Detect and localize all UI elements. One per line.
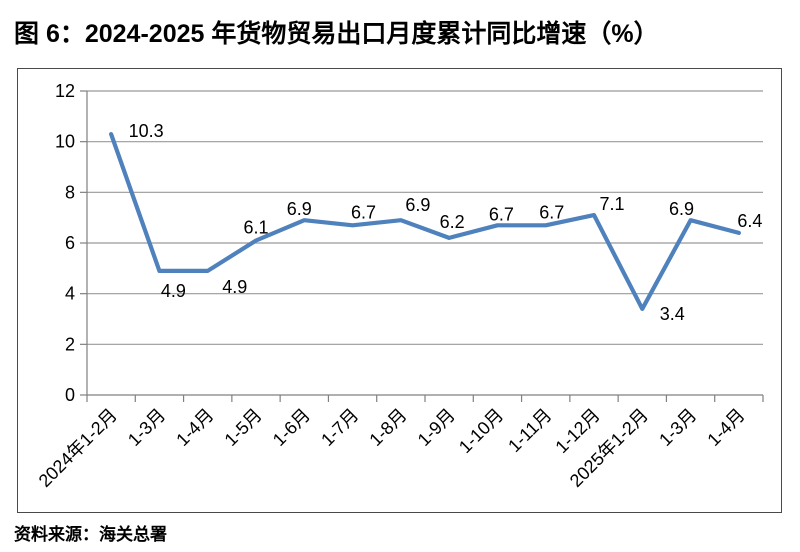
x-tick-label: 1-6月 [269, 405, 314, 450]
data-point-label: 6.7 [539, 202, 564, 222]
series-line [108, 131, 742, 311]
x-tick-label: 1-5月 [221, 405, 266, 450]
y-tick-label: 4 [65, 284, 75, 304]
x-tick-label: 1-10月 [455, 405, 507, 457]
y-tick-label: 0 [65, 385, 75, 405]
y-tick-label: 2 [65, 334, 75, 354]
data-point-label: 6.9 [287, 199, 312, 219]
x-tick-label: 1-4月 [172, 405, 217, 450]
data-point-label: 3.4 [660, 304, 685, 324]
y-tick-label: 8 [65, 182, 75, 202]
figure-title: 图 6：2024-2025 年货物贸易出口月度累计同比增速（%） [14, 20, 659, 48]
data-point-label: 10.3 [129, 121, 164, 141]
x-tick-label: 1-11月 [504, 405, 555, 456]
data-point-label: 7.1 [599, 194, 624, 214]
x-tick-label: 1-4月 [703, 405, 748, 450]
x-tick-label: 1-8月 [365, 405, 410, 450]
source-note: 资料来源：海关总署 [14, 525, 167, 544]
data-point-label: 6.1 [243, 217, 268, 237]
y-tick-label: 10 [55, 132, 75, 152]
data-point-label: 6.9 [669, 199, 694, 219]
data-point-label: 6.7 [489, 204, 514, 224]
x-tick-label: 2024年1-2月 [35, 405, 121, 491]
data-point-label: 6.9 [405, 195, 430, 215]
y-tick-label: 12 [55, 81, 75, 101]
x-tick-label: 1-9月 [414, 405, 459, 450]
data-point-label: 4.9 [161, 281, 186, 301]
data-point-label: 4.9 [222, 277, 247, 297]
y-tick-label: 6 [65, 233, 75, 253]
x-tick-label: 1-3月 [655, 405, 700, 450]
data-point-label: 6.2 [440, 212, 465, 232]
x-tick-label: 1-3月 [124, 405, 169, 450]
data-point-label: 6.4 [737, 211, 762, 231]
chart-frame: 0 2 4 6 8 10 12 2024年1-2月 1-3月 1-4月 1-5月 1-6月 1-7月 1-… [17, 68, 782, 513]
data-point-label: 6.7 [351, 202, 376, 222]
x-tick-label: 1-7月 [317, 405, 362, 450]
